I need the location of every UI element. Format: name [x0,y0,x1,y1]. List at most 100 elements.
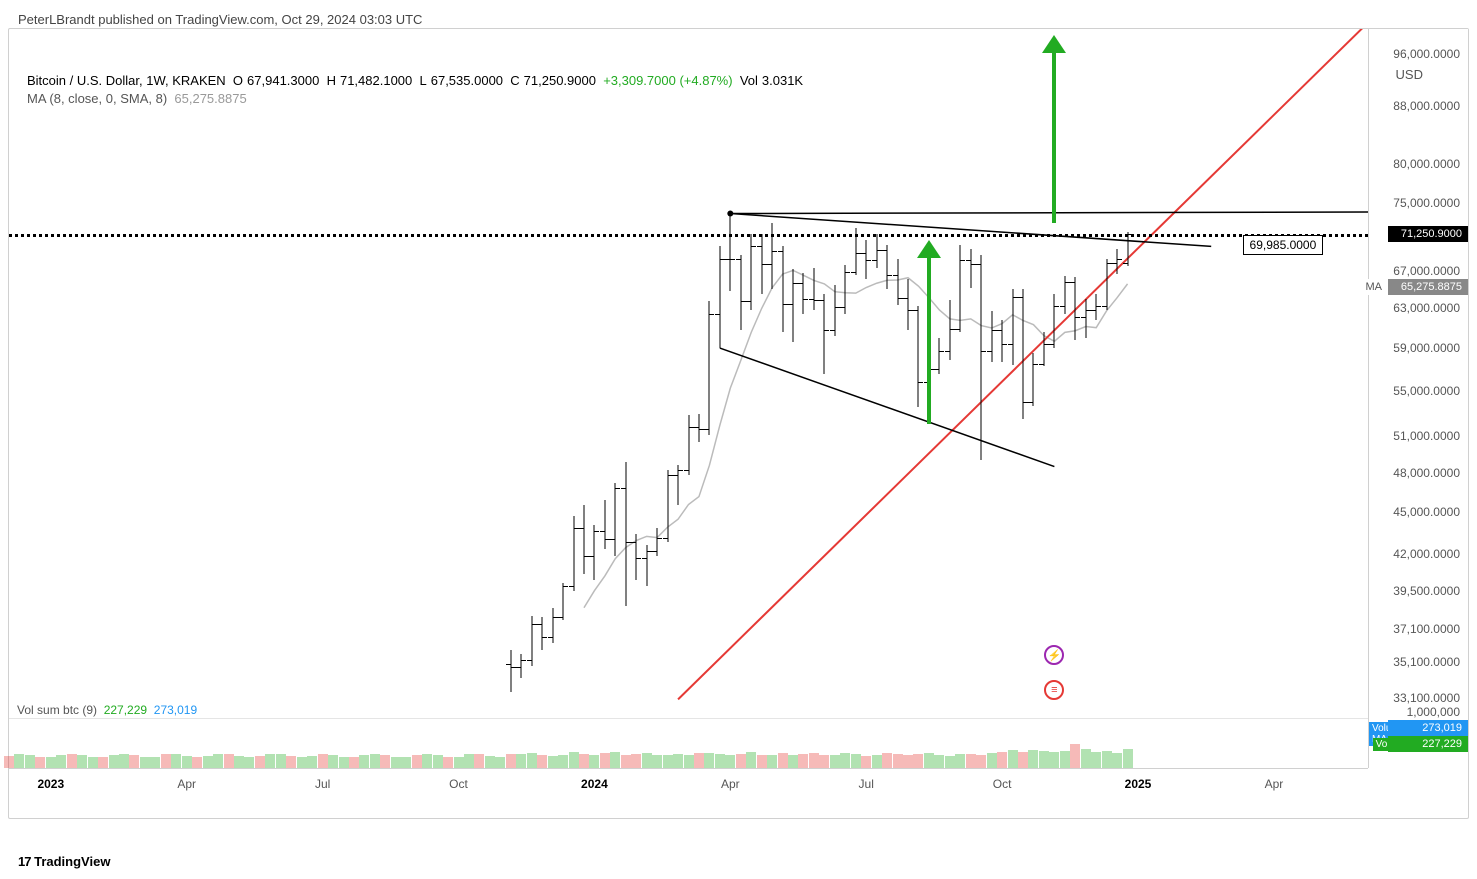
ohlc-bar[interactable] [704,301,714,435]
time-axis[interactable]: 2023AprJulOct2024AprJulOct2025Apr [9,768,1368,818]
price-tick: 37,100.0000 [1393,622,1460,636]
ohlc-bar[interactable] [840,265,850,314]
volume-bar [903,755,913,768]
ohlc-bar[interactable] [819,294,829,374]
volume-bar [851,754,861,768]
ohlc-bar[interactable] [1112,249,1122,274]
ohlc-bar[interactable] [861,240,871,280]
ohlc-bar[interactable] [516,654,526,678]
volume-value: 227,229 [1388,736,1468,752]
volume-bar [1102,751,1112,768]
ma-prefix: MA [1362,279,1387,295]
volume-bar [161,754,171,768]
ohlc-bar[interactable] [527,616,537,666]
volume-bar [307,756,317,768]
ohlc-bar[interactable] [1070,277,1080,340]
volume-bar [1018,752,1028,768]
ohlc-bar[interactable] [997,320,1007,362]
price-tick: 39,500.0000 [1393,584,1460,598]
ohlc-bar[interactable] [945,300,955,361]
volume-bar [88,757,98,768]
ohlc-bar[interactable] [684,415,694,475]
price-tick: 35,100.0000 [1393,655,1460,669]
ohlc-bar[interactable] [934,338,944,374]
ohlc-bar[interactable] [673,465,683,505]
chart-svg [9,29,1368,768]
ohlc-bar[interactable] [913,306,923,407]
ohlc-bar[interactable] [809,268,819,310]
ohlc-bar[interactable] [893,259,903,305]
ohlc-bar[interactable] [537,617,547,650]
price-tick: 42,000.0000 [1393,547,1460,561]
ohlc-bar[interactable] [976,255,986,460]
volume-bar [370,754,380,768]
ohlc-bar[interactable] [600,500,610,549]
ohlc-bar[interactable] [1018,289,1028,419]
ohlc-bar[interactable] [506,650,516,692]
ohlc-bar[interactable] [1102,259,1112,311]
ohlc-bar[interactable] [736,255,746,330]
volume-bar [192,757,202,768]
ohlc-bar[interactable] [987,311,997,361]
ohlc-bar[interactable] [725,214,735,292]
ohlc-bar[interactable] [715,246,725,349]
ohlc-bar[interactable] [1060,276,1070,314]
volume-bar [788,755,798,768]
ohlc-bar[interactable] [778,246,788,331]
breakout-arrow-2 [1052,35,1056,223]
price-tick: 96,000.0000 [1393,47,1460,61]
ohlc-bar[interactable] [757,234,767,295]
chart-container[interactable]: Bitcoin / U.S. Dollar, 1W, KRAKEN O67,94… [8,28,1469,819]
chart-plot[interactable]: 69,985.0000⚡≡ [9,29,1368,768]
volume-bar [265,754,275,768]
volume-pane[interactable]: Vol sum btc (9) 227,229 273,019 273,0192… [9,718,1368,768]
ohlc-bar[interactable] [642,545,652,586]
volume-bar [286,756,296,768]
volume-bar [244,757,254,768]
ohlc-bar[interactable] [830,285,840,336]
ohlc-bar[interactable] [621,462,631,607]
ohlc-bar[interactable] [767,223,777,290]
ohlc-bar[interactable] [1091,294,1101,320]
ohlc-bar[interactable] [1123,232,1133,266]
ohlc-bar[interactable] [569,516,579,591]
ohlc-bar[interactable] [610,483,620,556]
ohlc-bar[interactable] [798,273,808,314]
volume-bar [412,755,422,768]
volume-bar [401,757,411,768]
volume-bar [600,753,610,768]
ohlc-bar[interactable] [663,470,673,542]
ohlc-bar[interactable] [903,279,913,330]
volume-bar [4,756,14,768]
volume-bar [778,753,788,768]
volume-bar [380,755,390,768]
ohlc-bar[interactable] [882,245,892,290]
ohlc-bar[interactable] [1008,289,1018,364]
volume-bar [725,755,735,768]
ohlc-bar[interactable] [589,525,599,580]
ohlc-bar[interactable] [579,505,589,574]
ohlc-bar[interactable] [1039,332,1049,366]
volume-header: Vol sum btc (9) 227,229 273,019 [17,703,197,717]
volume-bar [976,755,986,768]
ohlc-bar[interactable] [548,608,558,644]
ohlc-bar[interactable] [1081,299,1091,338]
ohlc-bar[interactable] [1049,294,1059,348]
volume-bar [872,755,882,768]
price-label-current: 71,250.9000 [1388,226,1468,242]
volume-bar [861,756,871,768]
ohlc-bar[interactable] [694,414,704,442]
ohlc-bar[interactable] [631,534,641,580]
ohlc-bar[interactable] [872,234,882,269]
price-axis[interactable]: 96,000.000088,000.000080,000.000075,000.… [1368,29,1468,768]
ohlc-bar[interactable] [955,245,965,332]
ohlc-bar[interactable] [1028,353,1038,406]
ohlc-bar[interactable] [558,583,568,620]
ohlc-bar[interactable] [652,528,662,556]
ohlc-bar[interactable] [746,234,756,310]
volume-bar [715,754,725,768]
ohlc-bar[interactable] [788,269,798,342]
volume-bar [1049,752,1059,768]
volume-bar [46,757,56,768]
ohlc-bar[interactable] [966,249,976,288]
